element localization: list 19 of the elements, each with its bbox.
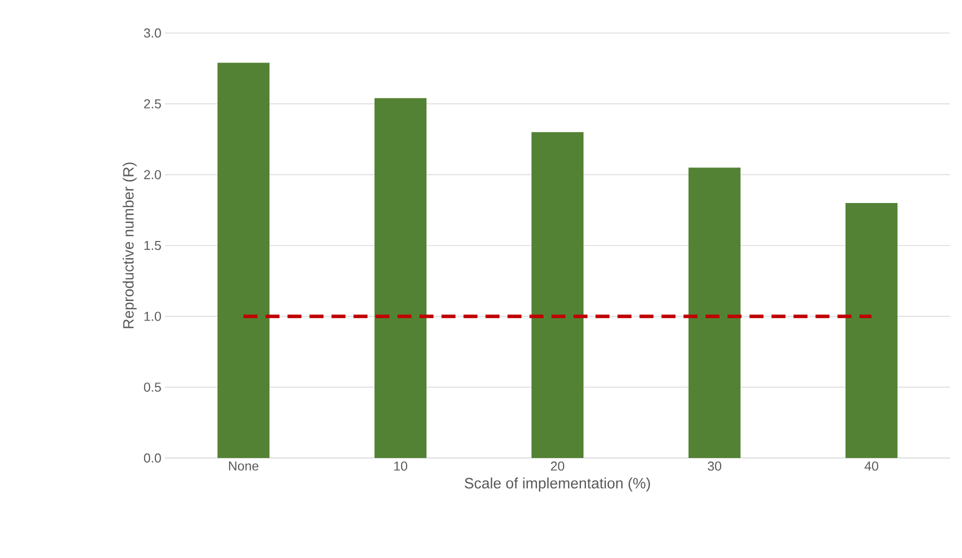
- y-tick-label: 1.0: [144, 312, 161, 321]
- y-tick-label: 3.0: [144, 28, 161, 38]
- bar: [688, 168, 741, 458]
- x-tick-label: 10: [394, 462, 408, 471]
- y-tick-label: 0.5: [144, 382, 161, 392]
- y-axis-title: Reproductive number (R): [122, 162, 137, 328]
- y-tick-label: 1.5: [144, 240, 161, 250]
- y-tick-label: 2.5: [144, 99, 161, 108]
- x-axis-title: Scale of implementation (%): [464, 478, 650, 492]
- bar: [846, 202, 898, 458]
- x-tick-label: None: [229, 462, 258, 471]
- bar: [374, 98, 427, 458]
- bar: [532, 132, 584, 458]
- y-tick-label: 0.0: [144, 453, 161, 463]
- bar: [218, 62, 270, 458]
- x-tick-label: 20: [550, 462, 564, 471]
- x-tick-label: 30: [708, 462, 722, 471]
- x-tick-label: 40: [864, 462, 878, 471]
- y-tick-label: 2.0: [144, 170, 161, 180]
